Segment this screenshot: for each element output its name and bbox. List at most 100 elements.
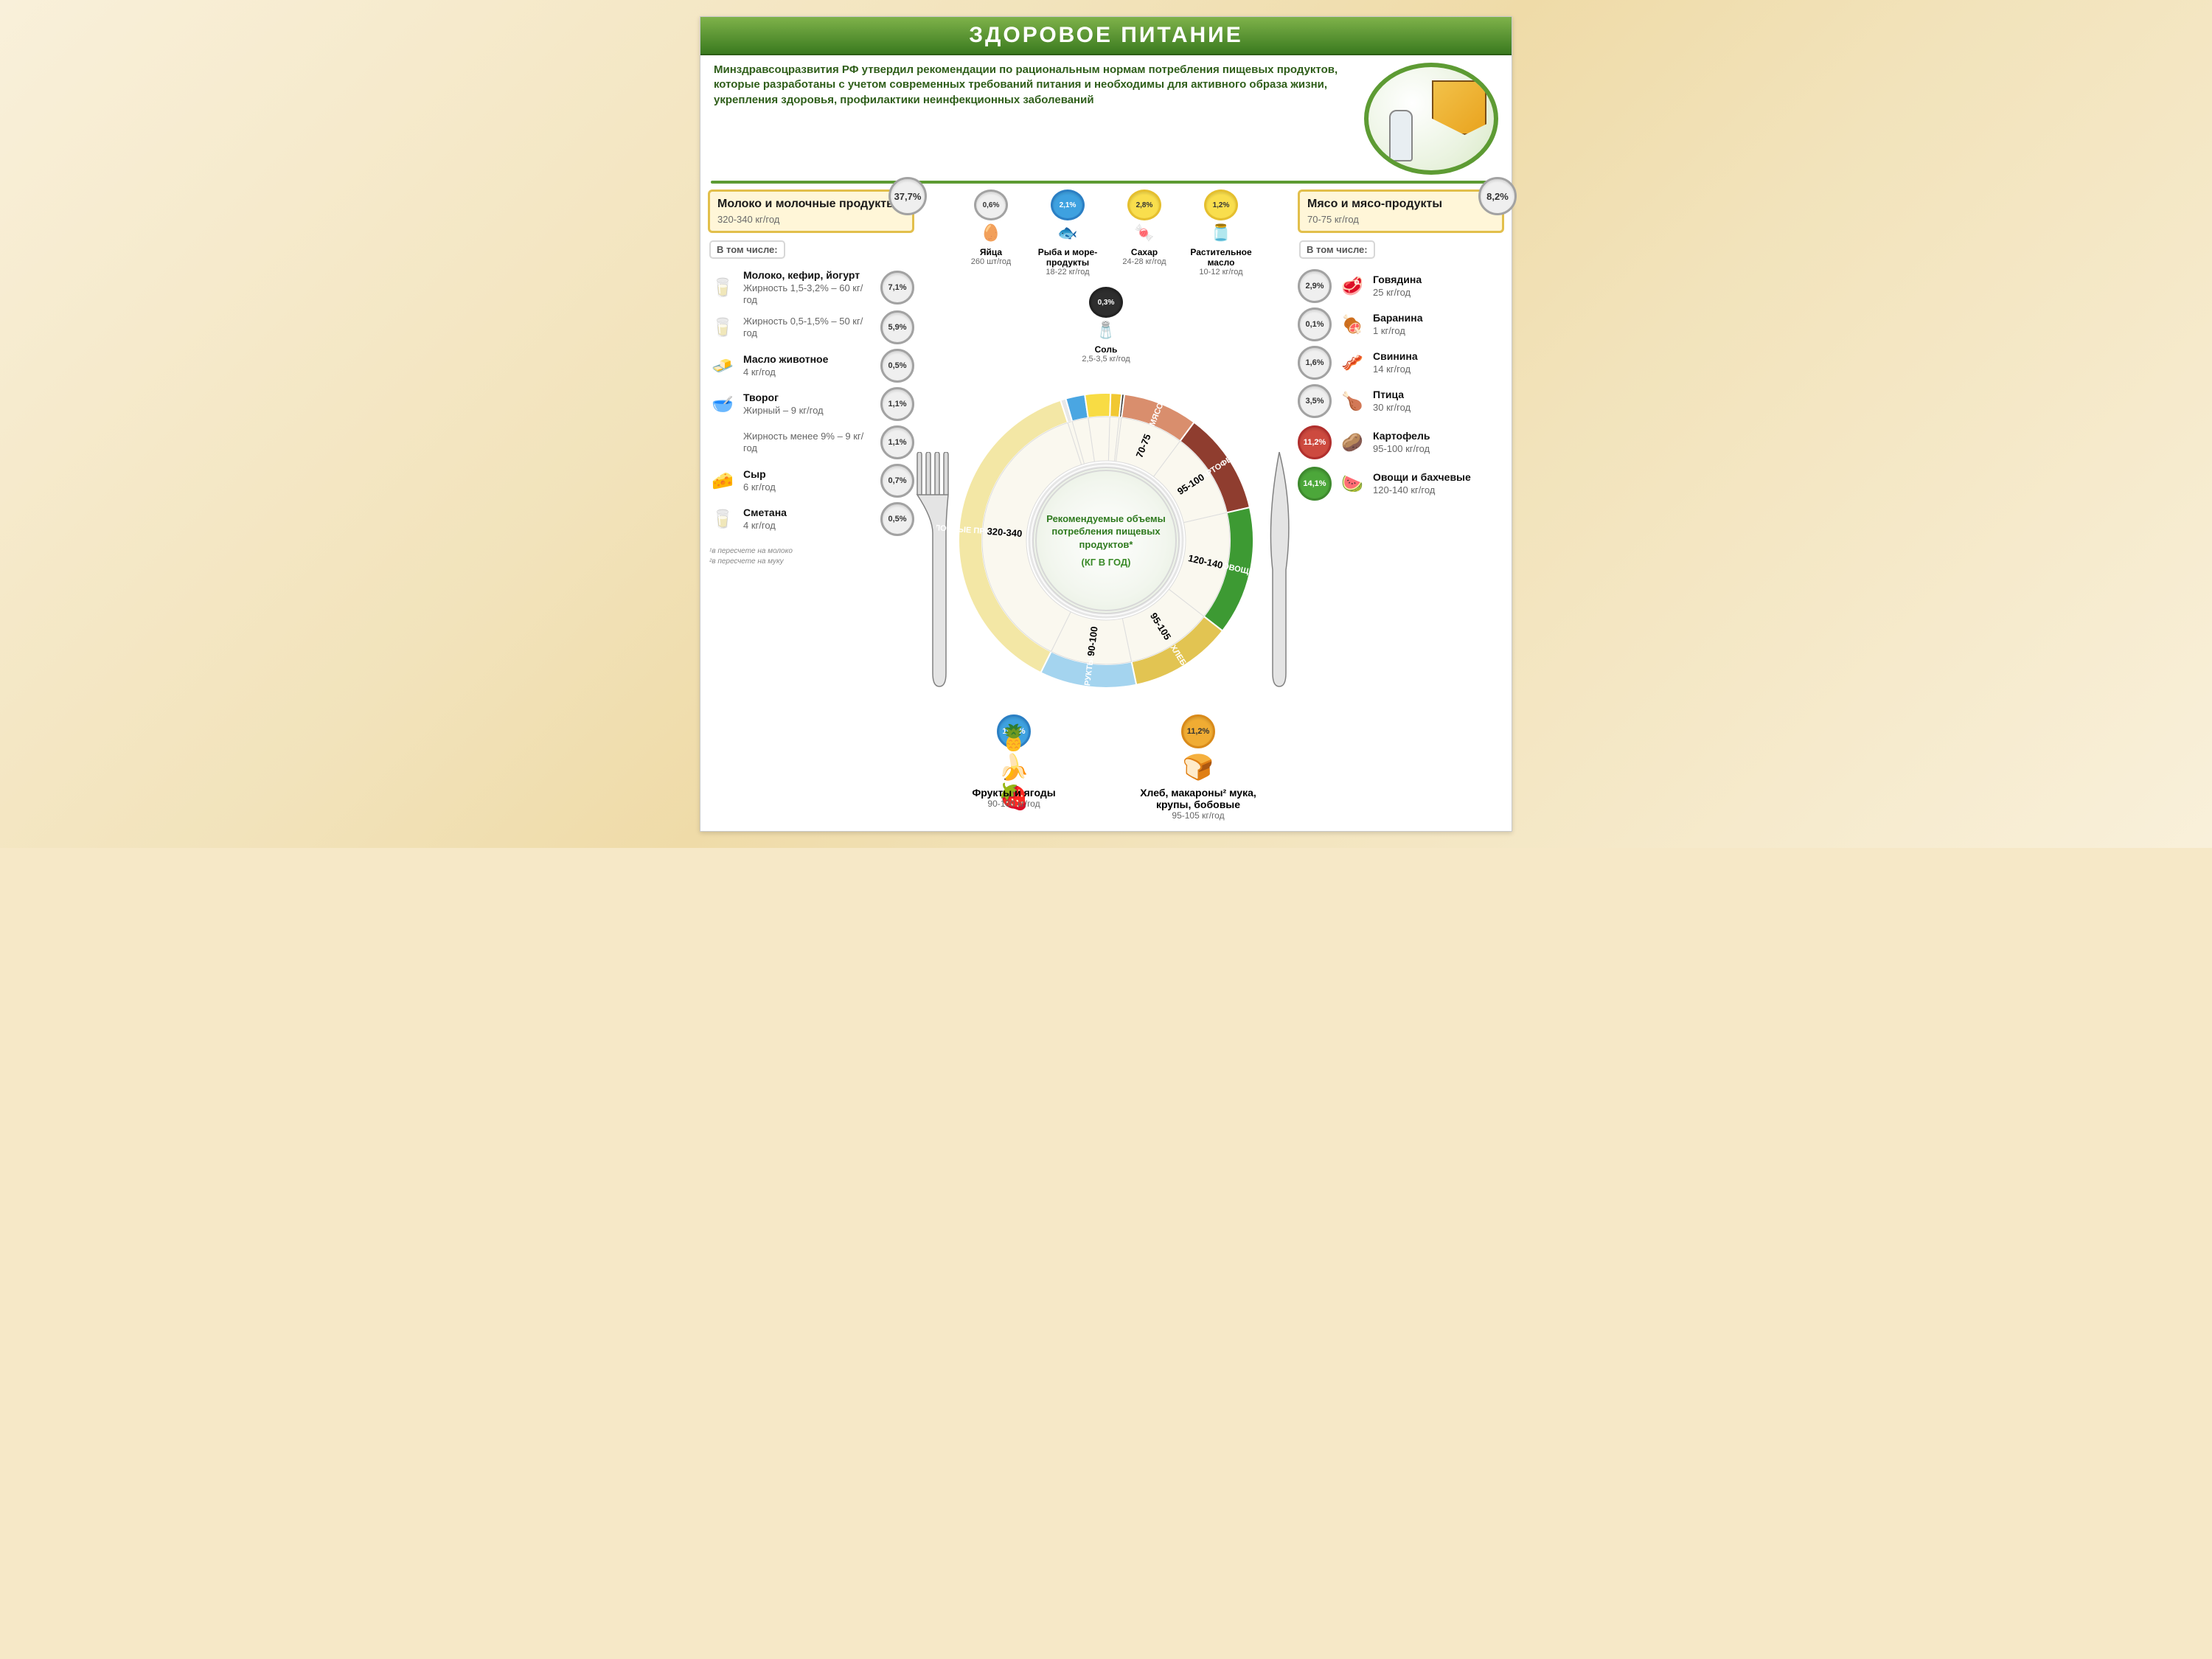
top-badges-row: 0,6% 🥚 Яйца 260 шт/год 2,1% 🐟 Рыба и море…	[920, 189, 1292, 364]
top-item-name: Яйца	[980, 247, 1002, 257]
pct-badge: 0,5%	[880, 349, 914, 383]
dairy-amount: 320-340 кг/год	[717, 214, 905, 225]
item-text: Жирность менее 9% – 9 кг/год	[743, 431, 874, 455]
food-icon: 🧀	[708, 466, 737, 495]
right-column: 8,2% Мясо и мясо-продукты 70-75 кг/год В…	[1298, 189, 1504, 508]
top-item: 0,6% 🥚 Яйца 260 шт/год	[958, 189, 1024, 276]
divider	[711, 181, 1501, 184]
intro-illustration	[1364, 63, 1498, 175]
item-text: Масло животное4 кг/год	[743, 353, 828, 378]
top-item: 0,3% 🧂 Соль 2,5-3,5 кг/год	[1073, 287, 1139, 364]
intro-text: Минздравсоцразвития РФ утвердил рекоменд…	[714, 63, 1354, 108]
bread-name: Хлеб, макароны² мука, крупы, бобовые	[1124, 787, 1272, 810]
right-subheader: В том числе:	[1299, 240, 1375, 259]
item-text: Свинина14 кг/год	[1373, 350, 1418, 375]
top-item-amount: 24-28 кг/год	[1122, 257, 1166, 266]
fruits-name: Фрукты и ягоды	[972, 787, 1055, 799]
food-icon: 🐟	[1054, 222, 1081, 244]
infographic-card: ЗДОРОВОЕ ПИТАНИЕ Минздравсоцразвития РФ …	[700, 16, 1512, 832]
meat-pct-badge: 8,2%	[1478, 177, 1517, 215]
fruits-amount: 90-100 кг/год	[987, 799, 1040, 809]
meat-sub-item: 3,5% 🍗 Птица30 кг/год	[1298, 384, 1504, 418]
left-column: 37,7% Молоко и молочные продукты¹ 320-34…	[708, 189, 914, 573]
top-item-amount: 10-12 кг/год	[1199, 268, 1242, 276]
food-icon: 🍖	[1338, 310, 1367, 339]
pct-badge: 7,1%	[880, 271, 914, 305]
food-icon: 🥛	[708, 313, 737, 342]
bottom-pair: 10,6% 🍍🍌🍓 Фрукты и ягоды 90-100 кг/год 1…	[920, 714, 1292, 821]
pct-badge: 1,2%	[1204, 189, 1238, 220]
item-text: Жирность 0,5-1,5% – 50 кг/год	[743, 316, 874, 340]
top-item: 1,2% 🫙 Растительное масло 10-12 кг/год	[1188, 189, 1254, 276]
fruits-icon: 🍍🍌🍓	[999, 751, 1029, 784]
bread-icon: 🍞	[1183, 751, 1213, 784]
food-icon: 🍗	[1338, 386, 1367, 416]
pct-badge: 0,3%	[1089, 287, 1123, 318]
footnotes: ¹в пересчете на молоко ²в пересчете на м…	[708, 540, 914, 573]
top-item-name: Рыба и море-продукты	[1034, 247, 1101, 268]
food-icon: 🍬	[1131, 222, 1158, 244]
right-extra-item: 11,2% 🥔 Картофель95-100 кг/год	[1298, 425, 1504, 459]
title-bar: ЗДОРОВОЕ ПИТАНИЕ	[700, 17, 1512, 55]
dairy-title: Молоко и молочные продукты¹	[717, 198, 905, 211]
item-text: Говядина25 кг/год	[1373, 274, 1422, 299]
plate-center-line2: (КГ В ГОД)	[1082, 556, 1131, 569]
bread-block: 11,2% 🍞 Хлеб, макароны² мука, крупы, боб…	[1124, 714, 1272, 821]
item-text: Сметана4 кг/год	[743, 507, 787, 532]
food-icon: 🧂	[1093, 319, 1119, 341]
item-text: Сыр6 кг/год	[743, 468, 776, 493]
food-icon: 🥛	[708, 273, 737, 302]
bread-amount: 95-105 кг/год	[1172, 810, 1224, 821]
item-text: Овощи и бахчевые120-140 кг/год	[1373, 471, 1471, 496]
food-icon: 🧈	[708, 351, 737, 380]
food-icon: 🥔	[1338, 428, 1367, 457]
food-icon: 🥣	[708, 389, 737, 419]
food-icon: 🫙	[1208, 222, 1234, 244]
top-item-name: Сахар	[1131, 247, 1158, 257]
footnote-1: ¹в пересчете на молоко	[709, 546, 913, 557]
pct-badge: 0,1%	[1298, 307, 1332, 341]
dairy-sub-item: 🧀 Сыр6 кг/год 0,7%	[708, 464, 914, 498]
dairy-sub-item: 🧈 Масло животное4 кг/год 0,5%	[708, 349, 914, 383]
pct-badge: 0,6%	[974, 189, 1008, 220]
intro-row: Минздравсоцразвития РФ утвердил рекоменд…	[700, 55, 1512, 179]
dairy-box: 37,7% Молоко и молочные продукты¹ 320-34…	[708, 189, 914, 233]
food-icon: 🥓	[1338, 348, 1367, 378]
left-subheader: В том числе:	[709, 240, 785, 259]
food-icon: 🍉	[1338, 469, 1367, 498]
item-text: Молоко, кефир, йогуртЖирность 1,5-3,2% –…	[743, 269, 874, 306]
meat-title: Мясо и мясо-продукты	[1307, 198, 1495, 211]
pct-badge: 2,1%	[1051, 189, 1085, 220]
item-text: Птица30 кг/год	[1373, 389, 1411, 414]
right-extra-item: 14,1% 🍉 Овощи и бахчевые120-140 кг/год	[1298, 467, 1504, 501]
top-item-amount: 18-22 кг/год	[1046, 268, 1089, 276]
top-item: 2,8% 🍬 Сахар 24-28 кг/год	[1111, 189, 1178, 276]
top-item-amount: 2,5-3,5 кг/год	[1082, 355, 1130, 364]
food-icon: 🥚	[978, 222, 1004, 244]
item-text: Баранина1 кг/год	[1373, 312, 1423, 337]
center-column: 0,6% 🥚 Яйца 260 шт/год 2,1% 🐟 Рыба и море…	[920, 189, 1292, 821]
dairy-sub-item: 🥛 Жирность 0,5-1,5% – 50 кг/год 5,9%	[708, 310, 914, 344]
dairy-sub-item: 🥛 Молоко, кефир, йогуртЖирность 1,5-3,2%…	[708, 269, 914, 306]
meat-box: 8,2% Мясо и мясо-продукты 70-75 кг/год	[1298, 189, 1504, 233]
bread-pct: 11,2%	[1181, 714, 1215, 748]
meat-amount: 70-75 кг/год	[1307, 214, 1495, 225]
pct-badge: 3,5%	[1298, 384, 1332, 418]
meat-sub-item: 0,1% 🍖 Баранина1 кг/год	[1298, 307, 1504, 341]
pct-badge: 1,1%	[880, 387, 914, 421]
food-icon: 🥛	[708, 504, 737, 534]
top-item-amount: 260 шт/год	[971, 257, 1011, 266]
plate-center-label: Рекомендуемые объемы потребления пищевых…	[1032, 467, 1180, 614]
pct-badge: 2,8%	[1127, 189, 1161, 220]
item-text: Картофель95-100 кг/год	[1373, 430, 1430, 455]
pct-badge: 2,9%	[1298, 269, 1332, 303]
food-icon: 🥩	[1338, 271, 1367, 301]
dairy-sub-item: 🥛 Сметана4 кг/год 0,5%	[708, 502, 914, 536]
meat-sub-item: 2,9% 🥩 Говядина25 кг/год	[1298, 269, 1504, 303]
meat-sub-item: 1,6% 🥓 Свинина14 кг/год	[1298, 346, 1504, 380]
right-bottom-list: 11,2% 🥔 Картофель95-100 кг/год 14,1% 🍉 Ов…	[1298, 425, 1504, 501]
plate-center-line1: Рекомендуемые объемы потребления пищевых…	[1046, 512, 1166, 552]
dairy-sub-item: Жирность менее 9% – 9 кг/год 1,1%	[708, 425, 914, 459]
plate-diagram: МЯСО70-75КАРТОФЕЛЬ95-100ОВОЩИ120-140ХЛЕБ…	[936, 371, 1276, 710]
top-item-name: Соль	[1095, 344, 1118, 355]
